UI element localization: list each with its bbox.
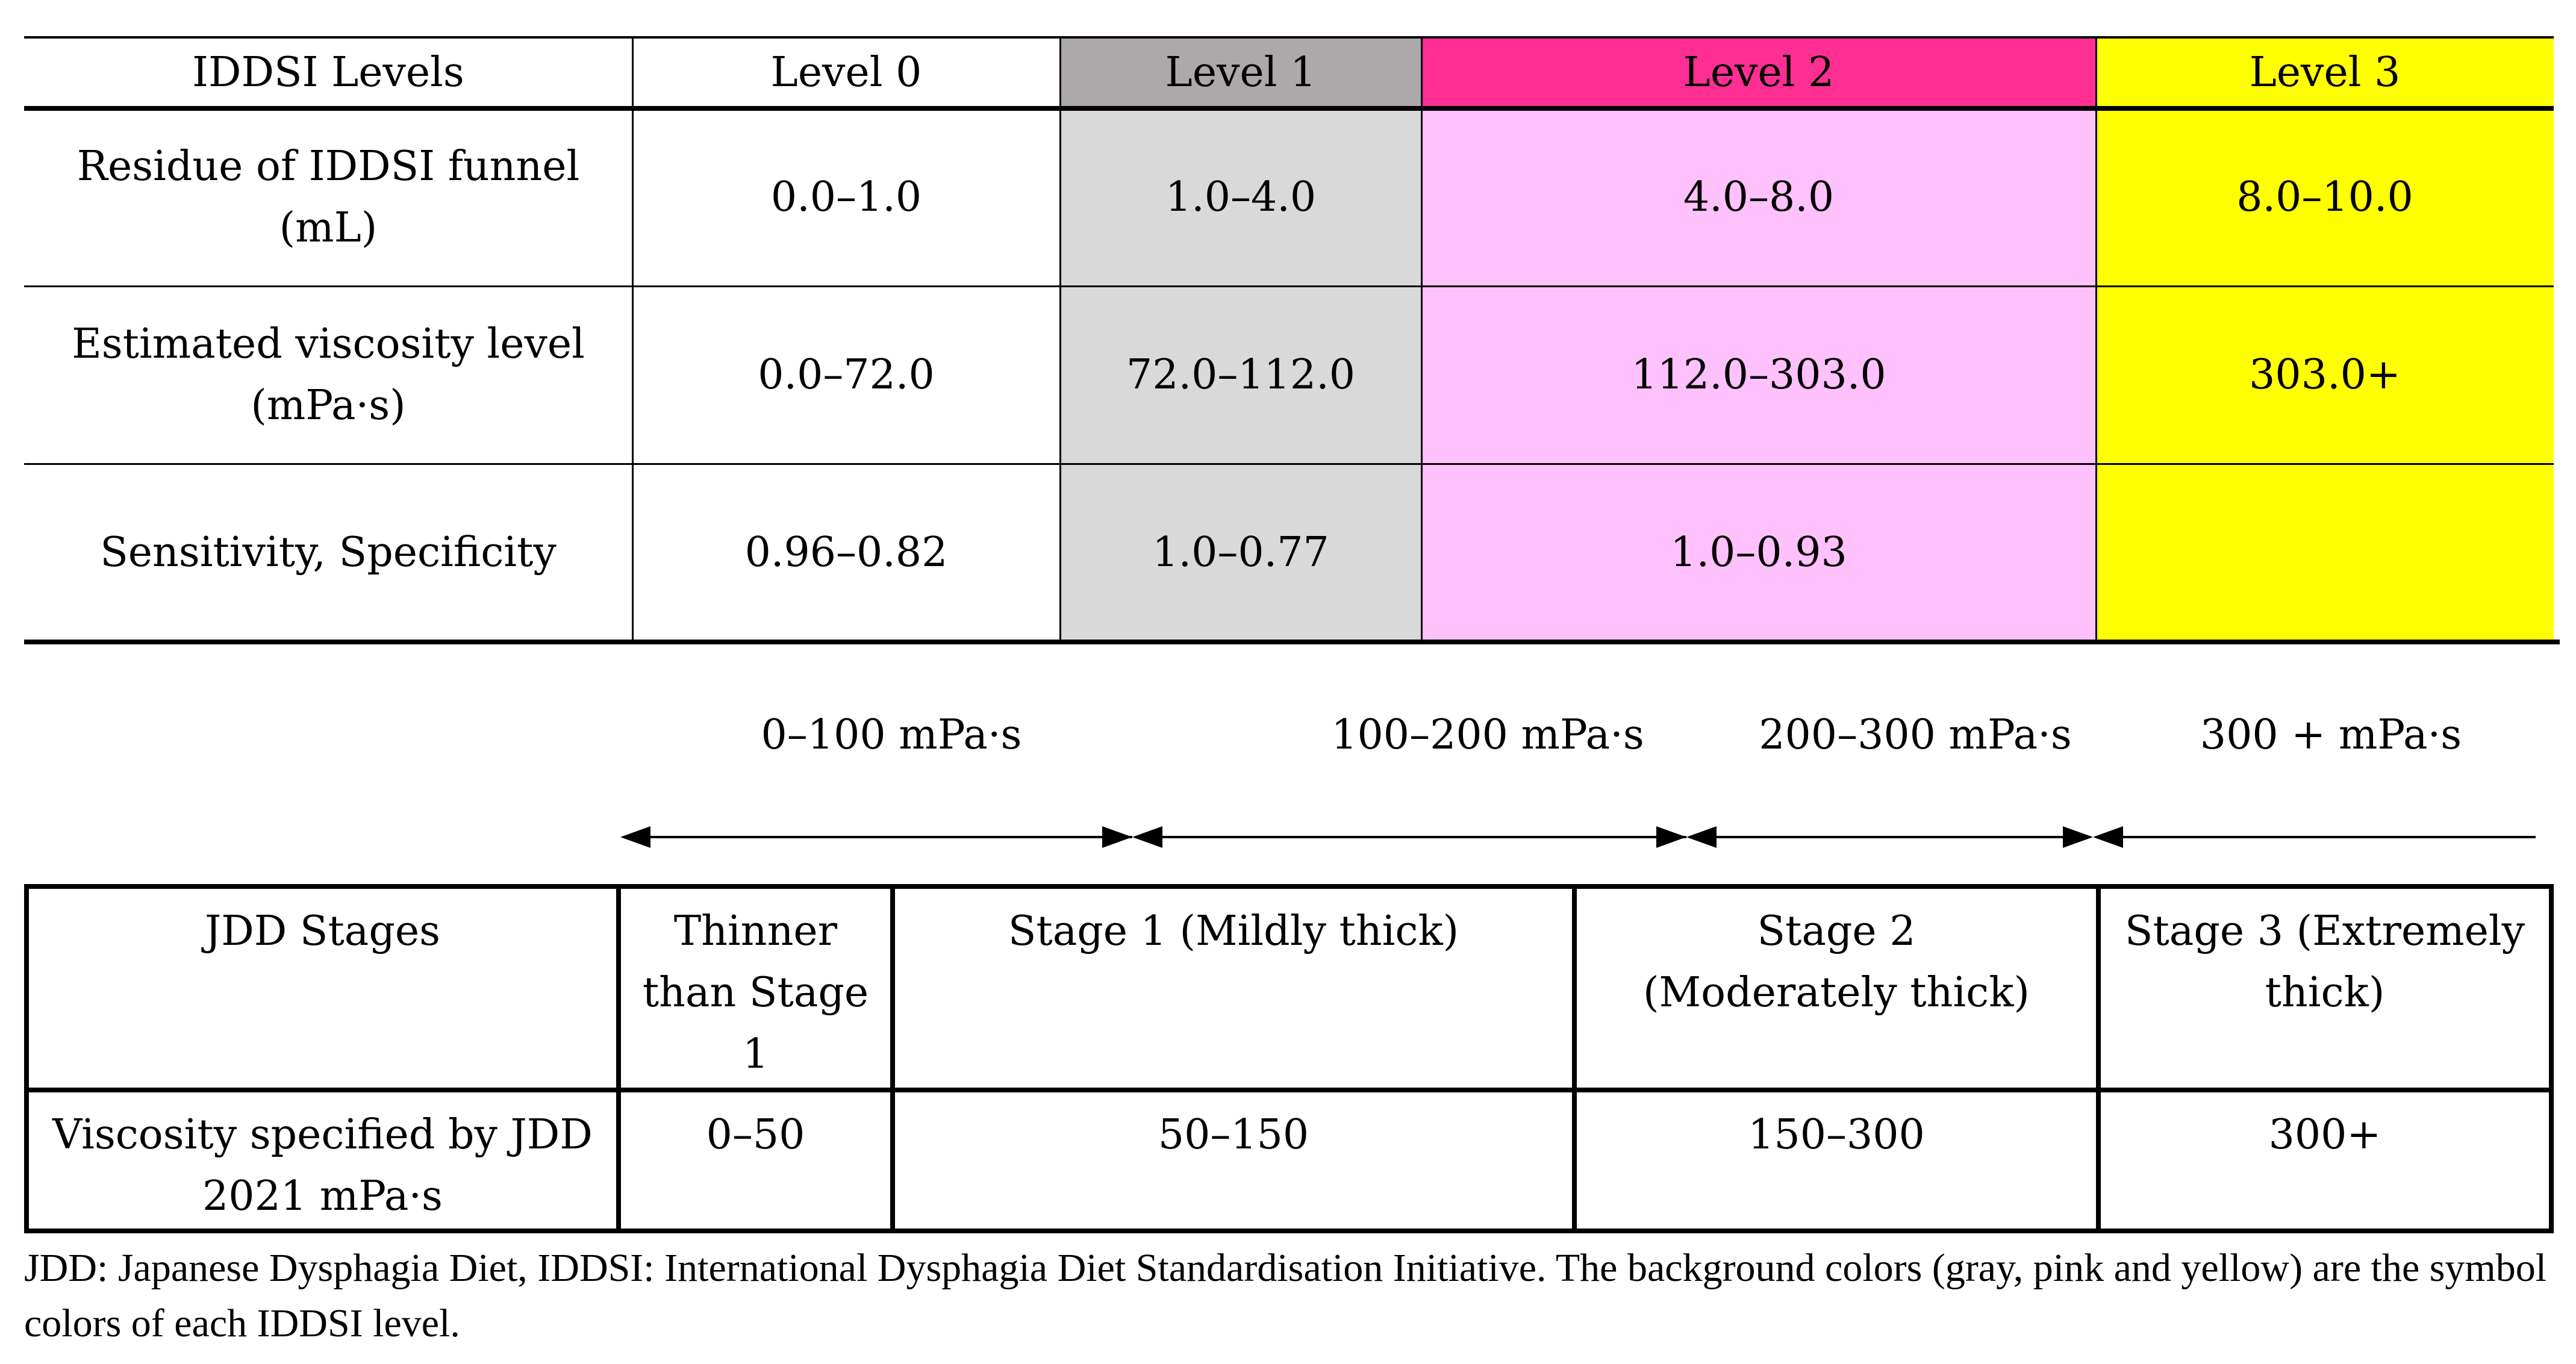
level2-body-bg (1421, 108, 2096, 641)
iddsi-header-rule (24, 106, 2554, 111)
jdd-col-rule-2 (890, 884, 895, 1233)
residue-level1: 1.0–4.0 (1165, 173, 1317, 221)
jdd-table (24, 884, 2554, 1233)
jdd-col-rule-1 (616, 884, 621, 1233)
range-arrows (620, 826, 2536, 848)
residue-level2: 4.0–8.0 (1683, 173, 1835, 221)
residue-level0: 0.0–1.0 (770, 173, 922, 221)
jdd-col-rule-3 (1572, 884, 1577, 1233)
jdd-viscosity-stage3: 300+ (2268, 1111, 2381, 1159)
iddsi-level2-header: Level 2 (1683, 49, 1835, 96)
arrow-head-3-left (2093, 826, 2123, 848)
iddsi-level1-header: Level 1 (1165, 49, 1317, 96)
sensitivity-level1: 1.0–0.77 (1152, 528, 1329, 576)
jdd-stage-3: Stage 3 (Extremely thick) (2124, 908, 2525, 1017)
sensitivity-level3 (2096, 464, 2554, 641)
iddsi-col-rule-1 (632, 37, 634, 641)
iddsi-row-rule-1 (24, 285, 2554, 287)
iddsi-col-rule-4 (2095, 37, 2097, 641)
viscosity-level3: 303.0+ (2249, 350, 2401, 399)
jdd-viscosity-thinner: 0–50 (706, 1111, 805, 1159)
level3-bg (2096, 37, 2554, 641)
table-caption: JDD: Japanese Dysphagia Diet, IDDSI: Int… (24, 1246, 2547, 1346)
jdd-stage-2: Stage 2 (Moderately thick) (1643, 908, 2030, 1017)
level2-header-bg (1421, 37, 2096, 108)
iddsi-bottom-rule (24, 640, 2560, 644)
arrow-head-2-left (1686, 826, 1717, 848)
level1-body-bg (1060, 108, 1421, 641)
level1-header-bg (1060, 37, 1421, 108)
iddsi-top-rule (24, 36, 2554, 39)
jdd-col-rule-4 (2096, 884, 2101, 1233)
jdd-row-rule (24, 1088, 2554, 1092)
iddsi-row-rule-2 (24, 463, 2554, 465)
range-label-0: 0–100 mPa·s (761, 711, 1022, 759)
viscosity-row-label: Estimated viscosity level (mPa·s) (72, 320, 585, 429)
range-label-1: 100–200 mPa·s (1331, 711, 1644, 759)
residue-row-label: Residue of IDDSI funnel (mL) (76, 142, 580, 252)
jdd-header-label: JDD Stages (204, 908, 441, 955)
residue-level3: 8.0–10.0 (2236, 173, 2413, 221)
jdd-viscosity-row-label: Viscosity specified by JDD 2021 mPa·s (52, 1111, 593, 1220)
arrow-head-1-right (1656, 826, 1686, 848)
sensitivity-level0: 0.96–0.82 (744, 528, 948, 576)
jdd-stage-thinner: Thinner than Stage 1 (642, 908, 869, 1078)
sensitivity-level2: 1.0–0.93 (1670, 528, 1847, 576)
sensitivity-row-label: Sensitivity, Specificity (100, 528, 557, 576)
viscosity-level0: 0.0–72.0 (758, 350, 935, 399)
arrow-head-0-left (620, 826, 650, 848)
iddsi-col-rule-3 (1421, 37, 1423, 641)
jdd-viscosity-stage1: 50–150 (1158, 1111, 1309, 1159)
viscosity-level2: 112.0–303.0 (1631, 350, 1886, 399)
iddsi-level3-header: Level 3 (2249, 49, 2401, 96)
jdd-stage-1: Stage 1 (Mildly thick) (1008, 908, 1459, 955)
arrow-head-2-right (2063, 826, 2093, 848)
range-label-3: 300 + mPa·s (2200, 711, 2462, 759)
viscosity-level1: 72.0–112.0 (1126, 350, 1356, 399)
iddsi-level0-header: Level 0 (770, 49, 922, 96)
iddsi-header-label: IDDSI Levels (192, 49, 464, 96)
iddsi-col-rule-2 (1059, 37, 1061, 641)
arrow-head-0-right (1102, 826, 1132, 848)
arrow-head-1-left (1132, 826, 1162, 848)
range-label-2: 200–300 mPa·s (1759, 711, 2072, 759)
jdd-viscosity-stage2: 150–300 (1748, 1111, 1925, 1159)
